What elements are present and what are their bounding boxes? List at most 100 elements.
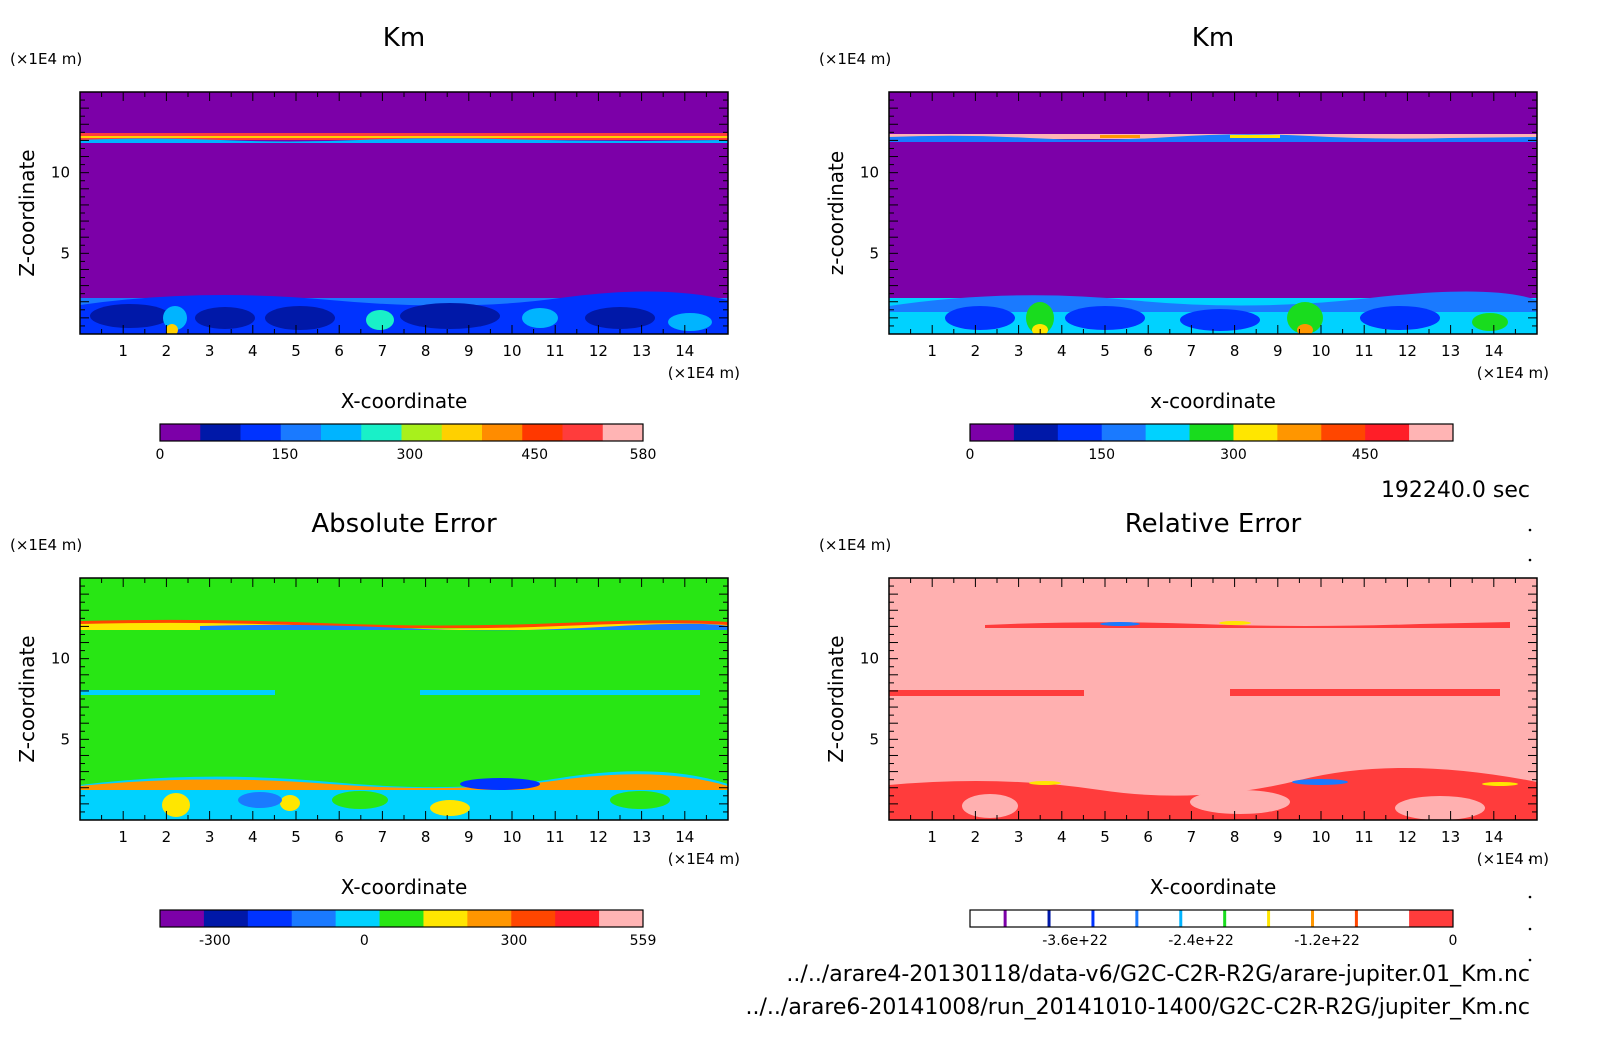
x-tick-label: 14 [1484, 828, 1503, 846]
x-tick-label: 13 [632, 828, 651, 846]
x-tick-label: 5 [291, 828, 301, 846]
colorbar-segment [240, 424, 282, 441]
x-tick-label: 1 [118, 828, 128, 846]
x-tick-label: 6 [334, 828, 344, 846]
x-tick-label: 2 [971, 342, 981, 360]
x-tick-label: 8 [421, 828, 431, 846]
colorbar-tick-label: -2.4e+22 [1168, 933, 1233, 949]
colorbar-segment [361, 424, 402, 441]
y-tick-label: 10 [51, 164, 70, 182]
colorbar-tick-label: 300 [1220, 447, 1247, 463]
y-unit-label: (×1E4 m) [819, 50, 891, 68]
marker-dot [1528, 528, 1532, 532]
x-tick-label: 8 [421, 342, 431, 360]
x-tick-label: 12 [589, 342, 608, 360]
x-tick-label: 11 [1355, 342, 1374, 360]
colorbar-segment [423, 910, 468, 927]
colorbar-tick-label: -3.6e+22 [1042, 933, 1107, 949]
colorbar-segment [1189, 424, 1234, 441]
colorbar-segment [602, 424, 644, 441]
x-tick-label: 5 [1100, 342, 1110, 360]
y-unit-label: (×1E4 m) [819, 536, 891, 554]
colorbar-tick-label: 150 [1088, 447, 1115, 463]
x-tick-label: 13 [1441, 828, 1460, 846]
colorbar-tick-label: 0 [966, 447, 975, 463]
colorbar-frame [969, 423, 1454, 442]
colorbar-segment [200, 424, 241, 441]
colorbar-tick-label: 0 [360, 933, 369, 949]
colorbar-segment [441, 424, 483, 441]
y-tick-label: 10 [860, 650, 879, 668]
x-tick-label: 10 [502, 828, 521, 846]
x-axis-label: X-coordinate [341, 875, 468, 899]
colorbar-segment [321, 424, 362, 441]
x-tick-label: 2 [971, 828, 981, 846]
y-unit-label: (×1E4 m) [10, 536, 82, 554]
x-unit-label: (×1E4 m) [1477, 850, 1549, 868]
colorbar-tick-label: 559 [630, 933, 657, 949]
colorbar-segment [1013, 424, 1059, 441]
x-tick-label: 9 [464, 342, 474, 360]
x-tick-label: 13 [632, 342, 651, 360]
colorbar-segment [1321, 424, 1366, 441]
colorbar-segment [247, 910, 293, 927]
x-tick-label: 11 [1355, 828, 1374, 846]
colorbar-frame [159, 423, 644, 442]
colorbar-segment [160, 910, 205, 927]
colorbar-segment [599, 910, 644, 927]
y-axis-label: z-coordinate [824, 151, 848, 275]
colorbar-segment [522, 424, 563, 441]
x-axis-label: x-coordinate [1150, 389, 1276, 413]
x-tick-label: 7 [378, 342, 388, 360]
y-tick-label: 10 [860, 164, 879, 182]
x-tick-label: 4 [248, 828, 258, 846]
y-tick-label: 5 [60, 244, 70, 262]
colorbar-tick-label: 150 [272, 447, 299, 463]
x-tick-label: 6 [334, 342, 344, 360]
x-unit-label: (×1E4 m) [668, 364, 740, 382]
colorbar-segment [1321, 910, 1366, 927]
colorbar-segment [970, 424, 1015, 441]
colorbar-segment [1233, 424, 1278, 441]
x-tick-label: 14 [675, 342, 694, 360]
colorbar-tick-label: 0 [156, 447, 165, 463]
y-unit-label: (×1E4 m) [10, 50, 82, 68]
colorbar-tick-label: -300 [199, 933, 231, 949]
file-path-1: ../../arare4-20130118/data-v6/G2C-C2R-R2… [786, 962, 1530, 987]
colorbar-frame [969, 909, 1454, 928]
colorbar-segment [1233, 910, 1278, 927]
x-tick-label: 10 [502, 342, 521, 360]
x-tick-label: 4 [248, 342, 258, 360]
colorbar-segment [1365, 910, 1410, 927]
x-tick-label: 3 [205, 342, 215, 360]
colorbar-segment [1101, 910, 1147, 927]
x-tick-label: 5 [291, 342, 301, 360]
y-tick-label: 5 [869, 244, 879, 262]
colorbar-frame [159, 909, 644, 928]
marker-dot [1528, 858, 1532, 862]
colorbar-tick-label: 0 [1449, 933, 1458, 949]
x-tick-label: 3 [205, 828, 215, 846]
x-tick-label: 3 [1014, 342, 1024, 360]
file-path-2: ../../arare6-20141008/run_20141010-1400/… [746, 995, 1530, 1020]
colorbar-segment [401, 424, 443, 441]
colorbar-segment [335, 910, 381, 927]
x-tick-label: 9 [1273, 828, 1283, 846]
x-tick-label: 3 [1014, 828, 1024, 846]
panel-title: Km [383, 23, 425, 53]
y-axis-label: Z-coordinate [15, 149, 39, 276]
x-tick-label: 10 [1311, 342, 1330, 360]
colorbar-segment [1145, 910, 1191, 927]
x-tick-label: 11 [546, 828, 565, 846]
panel-title: Absolute Error [311, 509, 497, 539]
contour-features [80, 133, 728, 334]
x-tick-label: 10 [1311, 828, 1330, 846]
colorbar-segment [1013, 910, 1059, 927]
colorbar-segment [1365, 424, 1410, 441]
x-tick-label: 12 [1398, 342, 1417, 360]
colorbar-tick-label: 300 [396, 447, 423, 463]
x-tick-label: 6 [1143, 342, 1153, 360]
colorbar-segment [280, 424, 322, 441]
x-tick-label: 12 [589, 828, 608, 846]
x-tick-label: 6 [1143, 828, 1153, 846]
